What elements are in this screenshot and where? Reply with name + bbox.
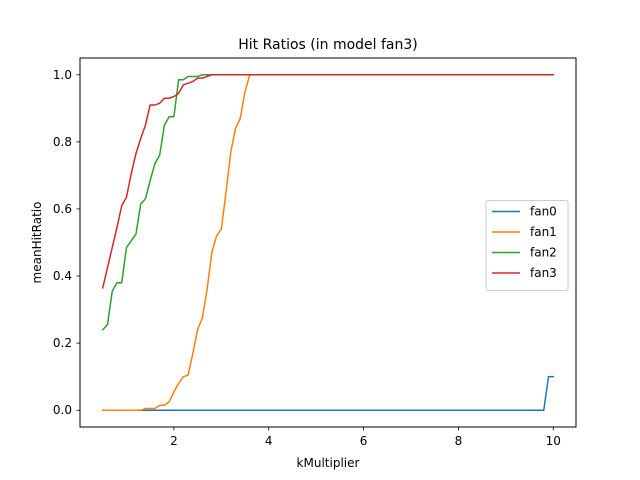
y-tick-label: 0.8 [53, 135, 72, 149]
legend-frame [485, 200, 569, 291]
legend-label-fan0: fan0 [530, 205, 557, 219]
legend-label-fan3: fan3 [530, 266, 557, 280]
chart-title: Hit Ratios (in model fan3) [238, 37, 418, 53]
y-axis: 0.0 0.2 0.4 0.6 0.8 1.0 [53, 68, 80, 417]
legend-label-fan2: fan2 [530, 246, 557, 260]
y-tick-label: 0.2 [53, 336, 72, 350]
series-line-fan1 [102, 74, 554, 411]
plot-frame [79, 57, 577, 428]
x-tick-label: 8 [455, 434, 463, 448]
x-tick-label: 10 [546, 434, 561, 448]
x-axis-label: kMultiplier [297, 456, 360, 470]
legend-label-fan1: fan1 [530, 225, 557, 239]
legend: fan0 fan1 fan2 fan3 [485, 200, 569, 291]
series-line-fan3 [101, 74, 554, 289]
y-axis-label: meanHitRatio [30, 202, 44, 284]
x-axis: 2 4 6 8 10 [170, 427, 561, 448]
y-tick-label: 0.0 [53, 403, 72, 417]
y-tick-label: 0.6 [53, 202, 72, 216]
x-tick-label: 4 [265, 434, 273, 448]
x-tick-label: 2 [170, 434, 178, 448]
series-layer [101, 74, 554, 411]
x-tick-label: 6 [360, 434, 368, 448]
y-tick-label: 1.0 [53, 68, 72, 82]
y-tick-label: 0.4 [53, 269, 72, 283]
